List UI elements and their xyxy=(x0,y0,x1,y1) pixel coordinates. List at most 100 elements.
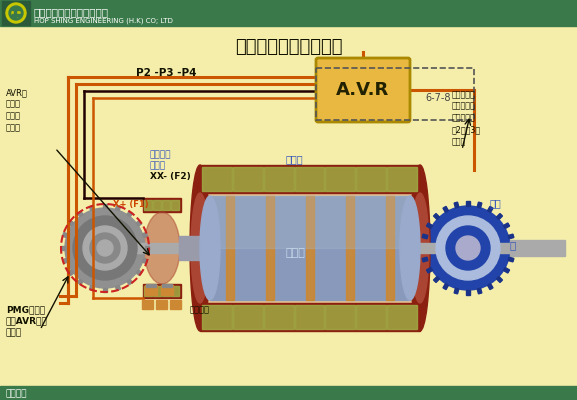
Bar xyxy=(200,303,420,331)
Polygon shape xyxy=(433,214,440,220)
Polygon shape xyxy=(504,223,509,228)
Polygon shape xyxy=(145,246,149,250)
Polygon shape xyxy=(488,284,493,290)
Bar xyxy=(171,286,179,296)
Polygon shape xyxy=(115,206,121,210)
Polygon shape xyxy=(496,214,503,220)
Text: A.V.R: A.V.R xyxy=(336,81,389,99)
Bar xyxy=(12,14,20,16)
Bar xyxy=(233,305,263,329)
Bar xyxy=(210,196,410,300)
Polygon shape xyxy=(454,288,459,294)
Bar xyxy=(356,167,386,191)
Bar xyxy=(143,284,181,298)
Bar xyxy=(0,386,577,400)
Circle shape xyxy=(446,226,490,270)
Polygon shape xyxy=(143,258,148,264)
Polygon shape xyxy=(136,270,142,276)
Bar xyxy=(144,286,152,296)
Polygon shape xyxy=(62,232,68,238)
Text: P2 -P3 -P4: P2 -P3 -P4 xyxy=(136,68,197,78)
Ellipse shape xyxy=(191,193,209,303)
Polygon shape xyxy=(89,286,95,290)
Text: X+ (F1): X+ (F1) xyxy=(113,200,149,209)
Bar xyxy=(162,200,170,210)
Polygon shape xyxy=(508,257,514,262)
Polygon shape xyxy=(77,211,83,217)
Bar xyxy=(210,196,410,248)
Polygon shape xyxy=(68,270,74,276)
Polygon shape xyxy=(115,286,121,290)
Text: 主转子: 主转子 xyxy=(285,248,305,258)
Text: 合成工程（香港）有限公司: 合成工程（香港）有限公司 xyxy=(34,7,109,17)
Ellipse shape xyxy=(190,165,210,331)
Text: PMG提供电
源给AVR（安
装时）: PMG提供电 源给AVR（安 装时） xyxy=(6,305,48,338)
Text: 整流模块: 整流模块 xyxy=(190,305,210,314)
Polygon shape xyxy=(136,220,142,226)
Bar xyxy=(0,0,577,26)
Bar xyxy=(316,68,474,120)
Bar xyxy=(153,200,161,210)
Bar xyxy=(202,305,232,329)
Bar xyxy=(144,200,152,210)
Bar xyxy=(142,300,153,309)
Circle shape xyxy=(436,216,500,280)
Polygon shape xyxy=(89,206,95,210)
Ellipse shape xyxy=(144,212,180,284)
Bar xyxy=(95,243,525,253)
Polygon shape xyxy=(103,204,107,208)
Bar xyxy=(387,305,417,329)
Circle shape xyxy=(9,6,23,20)
Polygon shape xyxy=(443,284,448,290)
Circle shape xyxy=(83,226,127,270)
Ellipse shape xyxy=(411,193,429,303)
Bar xyxy=(386,196,394,300)
Polygon shape xyxy=(488,206,493,212)
Circle shape xyxy=(65,208,145,288)
Bar xyxy=(200,193,420,303)
Polygon shape xyxy=(466,201,470,206)
Polygon shape xyxy=(433,276,440,282)
Polygon shape xyxy=(61,246,65,250)
Text: 轴承: 轴承 xyxy=(490,198,502,208)
Bar xyxy=(266,196,274,300)
Bar xyxy=(226,196,234,300)
Circle shape xyxy=(97,240,113,256)
Bar xyxy=(202,167,232,191)
Bar xyxy=(264,167,294,191)
Bar xyxy=(153,286,161,296)
Bar xyxy=(325,305,355,329)
Bar xyxy=(2,1,30,25)
Polygon shape xyxy=(426,268,433,273)
Text: 发电机基本结构和电路: 发电机基本结构和电路 xyxy=(235,38,342,56)
Bar xyxy=(356,305,386,329)
Polygon shape xyxy=(510,246,515,250)
Ellipse shape xyxy=(400,196,420,300)
Bar xyxy=(170,300,181,309)
Text: 励磁转子
和定子: 励磁转子 和定子 xyxy=(150,150,171,171)
Bar xyxy=(146,284,156,287)
Bar xyxy=(143,198,181,212)
Polygon shape xyxy=(443,206,448,212)
Polygon shape xyxy=(466,290,470,295)
Polygon shape xyxy=(422,234,428,239)
Bar xyxy=(295,167,324,191)
Polygon shape xyxy=(62,258,68,264)
Polygon shape xyxy=(421,246,426,250)
Bar xyxy=(264,305,294,329)
Polygon shape xyxy=(496,276,503,282)
Text: 从主定子来
的交流电源
和传感信号
（2相或3相
感应）: 从主定子来 的交流电源 和传感信号 （2相或3相 感应） xyxy=(452,90,481,146)
Bar xyxy=(14,8,16,18)
Bar xyxy=(171,200,179,210)
Text: 6-7-8: 6-7-8 xyxy=(425,93,451,103)
Polygon shape xyxy=(127,279,133,285)
Polygon shape xyxy=(103,288,107,292)
Circle shape xyxy=(73,216,137,280)
Text: 主定子: 主定子 xyxy=(286,154,304,164)
Bar xyxy=(156,300,167,309)
Bar xyxy=(387,167,417,191)
Bar xyxy=(12,8,20,10)
Bar xyxy=(346,196,354,300)
Bar xyxy=(179,236,210,260)
Ellipse shape xyxy=(410,165,430,331)
